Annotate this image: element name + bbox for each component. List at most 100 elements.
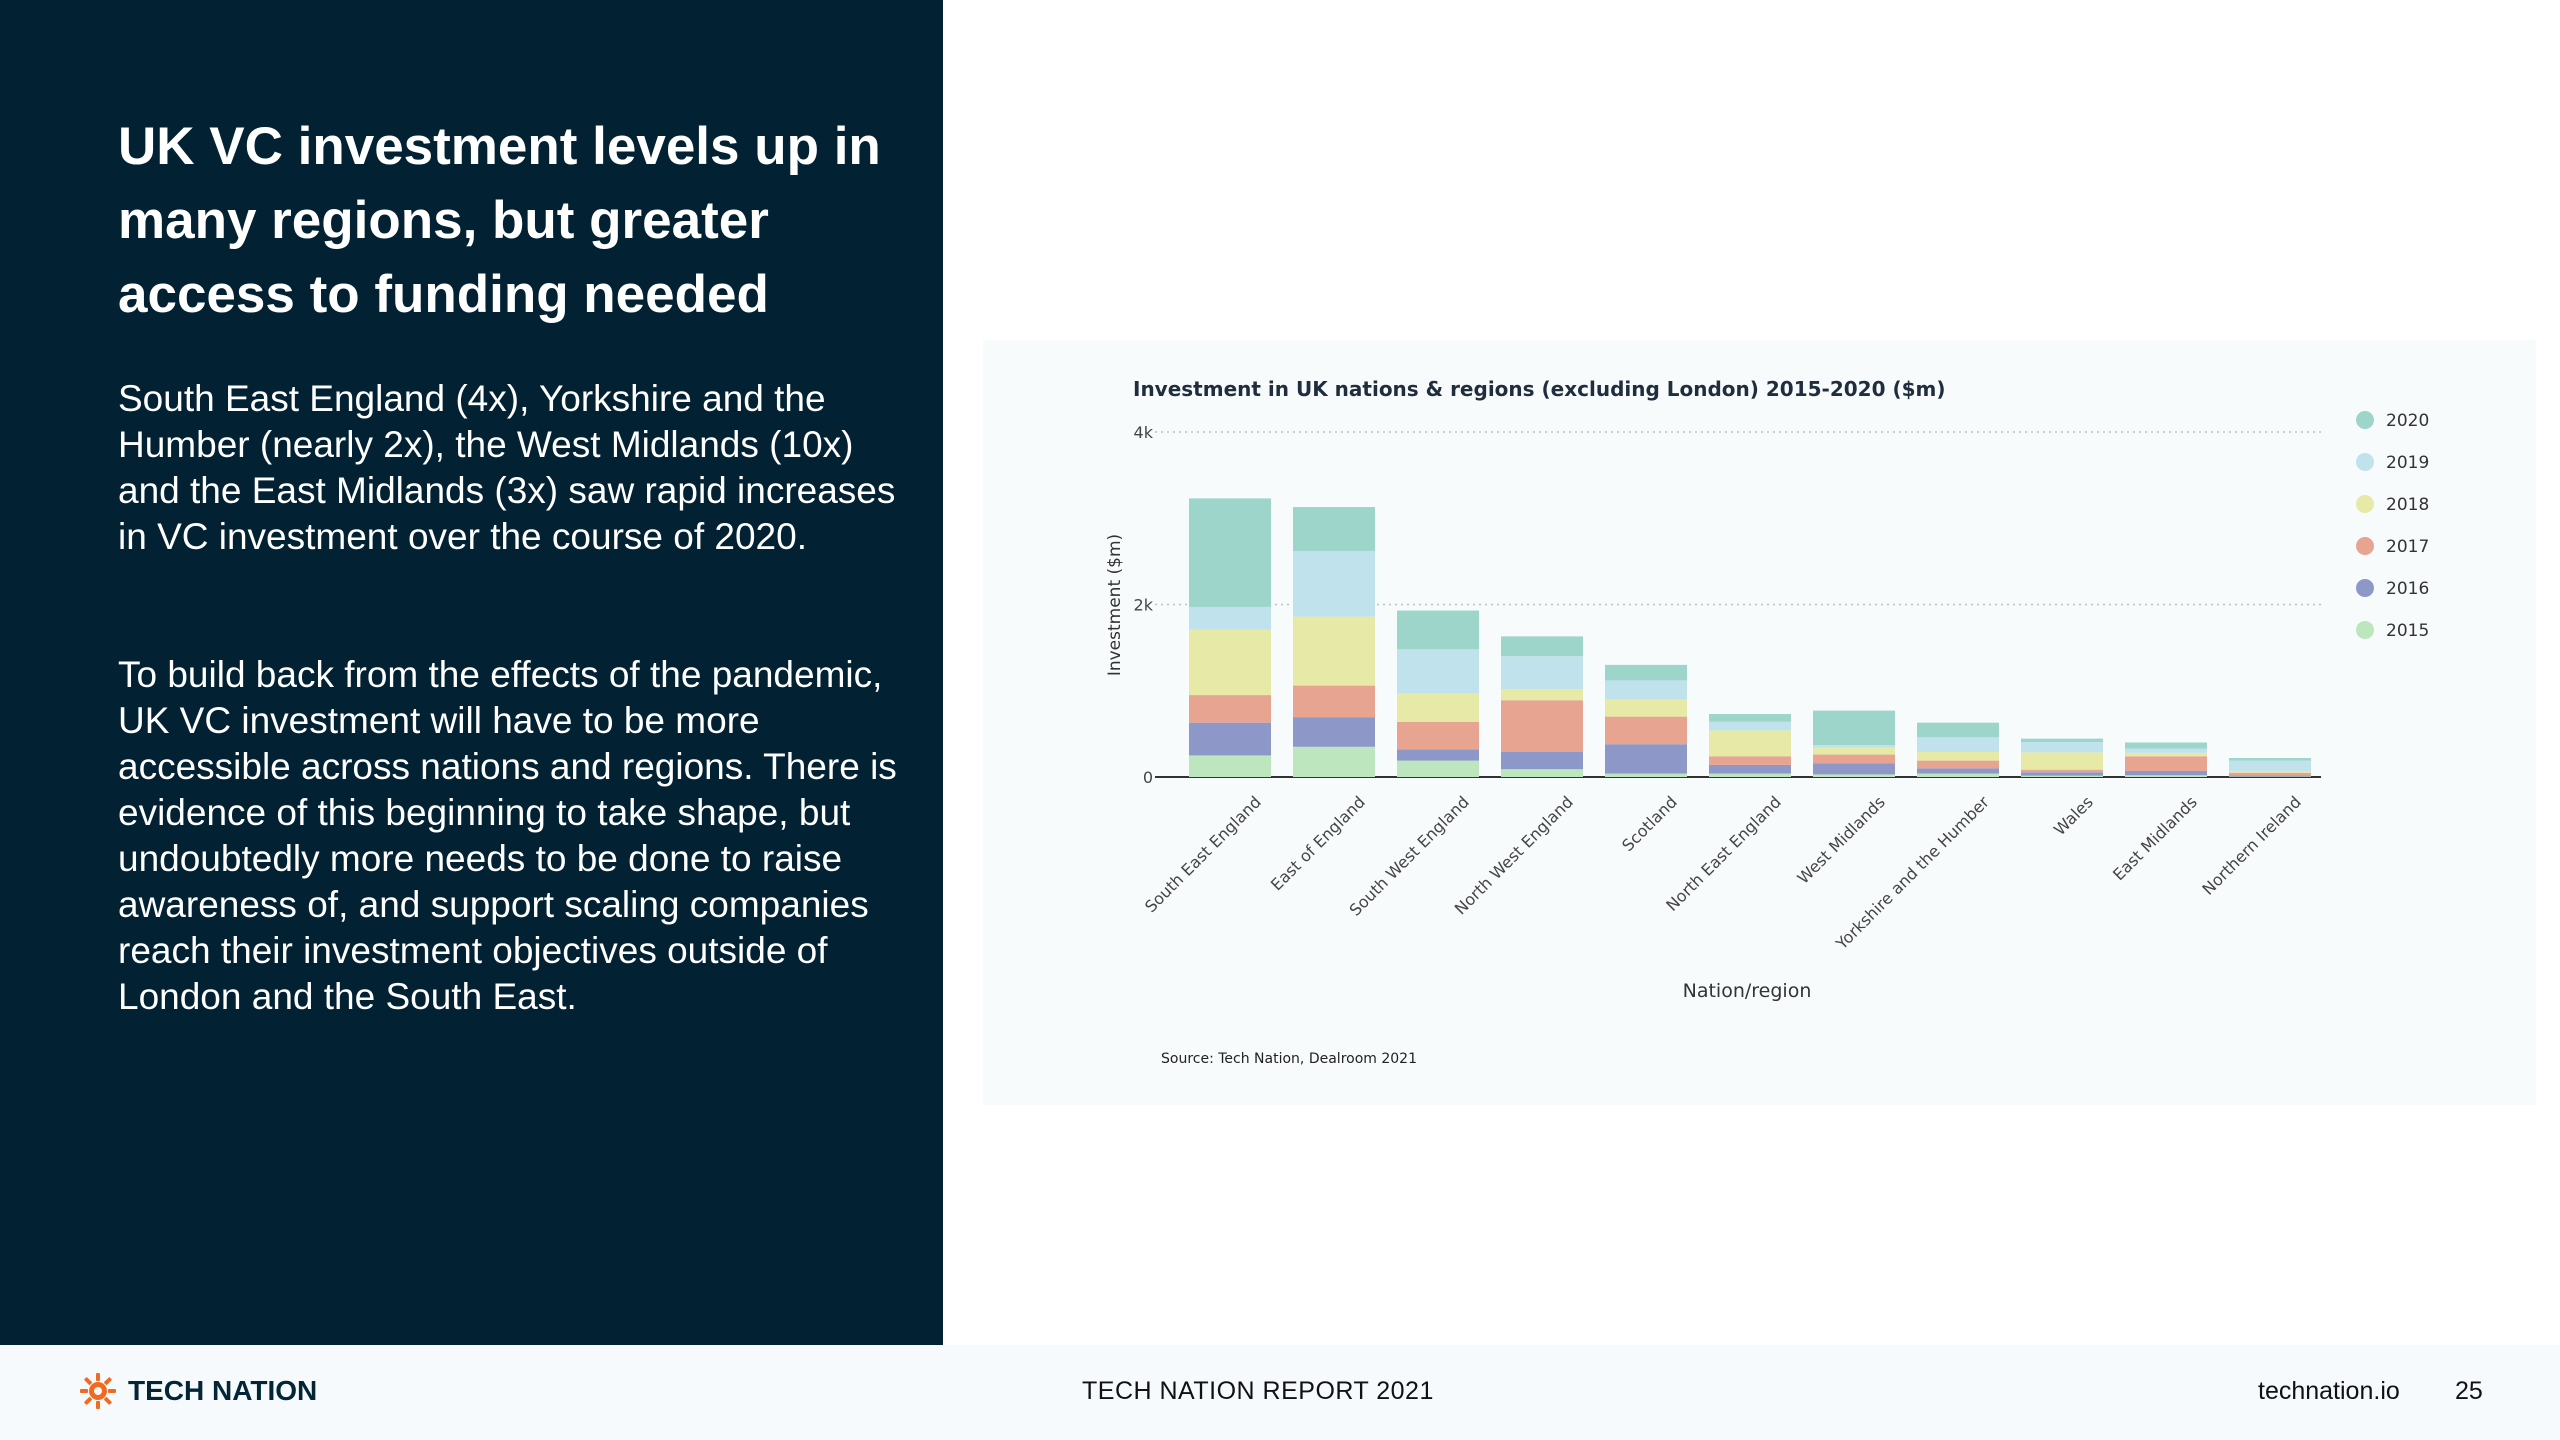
bar-segment: [2229, 770, 2311, 773]
bar-segment: [1813, 710, 1895, 746]
y-axis-label: Investment ($m): [1105, 534, 1125, 676]
bar-segment: [1189, 755, 1271, 777]
bar-segment: [1709, 756, 1791, 765]
bar-segment: [2125, 770, 2207, 776]
bar-segment: [2229, 772, 2311, 776]
bar-segment: [1501, 751, 1583, 770]
bar-segment: [1605, 664, 1687, 681]
bar-segment: [1709, 730, 1791, 757]
tech-nation-logo: TECH NATION: [78, 1365, 317, 1417]
bar-segment: [1189, 498, 1271, 608]
y-tick-label: 4k: [1134, 423, 1154, 442]
footer: TECH NATION TECH NATION REPORT 2021 tech…: [0, 1345, 2560, 1440]
bar-segment: [1605, 680, 1687, 700]
bar-segment: [1189, 629, 1271, 696]
bar-segment: [1501, 689, 1583, 701]
bar-segment: [1917, 722, 1999, 738]
bar-segment: [2021, 738, 2103, 743]
bar-segment: [1917, 760, 1999, 769]
bar-segment: [1605, 773, 1687, 777]
legend-label: 2019: [2386, 453, 2429, 473]
bar-segment: [1709, 714, 1791, 722]
legend-swatch: [2356, 495, 2374, 513]
bar-segment: [1813, 774, 1895, 777]
bar-segment: [1813, 745, 1895, 748]
bar-segment: [1917, 768, 1999, 774]
bar-segment: [1501, 636, 1583, 657]
website-url: technation.io: [2258, 1377, 2400, 1405]
y-tick-label: 0: [1143, 768, 1153, 787]
bar-segment: [1189, 695, 1271, 723]
bar-segment: [1501, 769, 1583, 777]
x-tick-label: South East England: [1141, 792, 1265, 916]
page-number: 25: [2455, 1377, 2483, 1405]
bar-segment: [1709, 773, 1791, 777]
x-tick-label: North West England: [1451, 792, 1577, 918]
logo-text: TECH NATION: [128, 1375, 318, 1406]
bar-segment: [1605, 716, 1687, 745]
bar-segment: [2229, 760, 2311, 771]
bar-segment: [1605, 744, 1687, 774]
bar-segment: [2229, 775, 2311, 777]
bar-segment: [2125, 775, 2207, 777]
bar-segment: [2021, 772, 2103, 776]
report-title: TECH NATION REPORT 2021: [1082, 1377, 1434, 1405]
bar-segment: [1501, 656, 1583, 690]
bar-segment: [1917, 737, 1999, 752]
bar-segment: [1397, 649, 1479, 694]
bar-segment: [1293, 685, 1375, 718]
body-paragraph-1: South East England (4x), Yorkshire and t…: [118, 378, 896, 557]
sun-logo-icon: [80, 1373, 116, 1409]
x-tick-label: West Midlands: [1794, 792, 1889, 887]
bar-segment: [2125, 748, 2207, 753]
bar-segment: [1189, 607, 1271, 630]
legend-swatch: [2356, 579, 2374, 597]
chart-title: Investment in UK nations & regions (excl…: [1133, 377, 1946, 401]
legend-swatch: [2356, 453, 2374, 471]
legend-swatch: [2356, 537, 2374, 555]
bar-segment: [1501, 700, 1583, 752]
bar-segment: [2021, 742, 2103, 753]
bar-segment: [2125, 756, 2207, 771]
bar-segment: [1293, 717, 1375, 747]
legend-label: 2018: [2386, 495, 2429, 515]
legend-label: 2020: [2386, 411, 2429, 431]
x-tick-label: Wales: [2050, 792, 2097, 839]
bar-segment: [2021, 752, 2103, 770]
bar-segment: [1709, 721, 1791, 731]
x-axis-label: Nation/region: [1683, 980, 1812, 1002]
bar-segment: [1709, 764, 1791, 774]
bar-segment: [1397, 749, 1479, 761]
investment-chart: Investment in UK nations & regions (excl…: [1105, 377, 2429, 1067]
bar-segment: [2125, 742, 2207, 749]
bar-segment: [1397, 721, 1479, 750]
bar-segment: [1397, 610, 1479, 650]
bar-segment: [1605, 699, 1687, 717]
x-tick-label: South West England: [1346, 792, 1473, 919]
bar-segment: [1917, 773, 1999, 777]
bar-segment: [1293, 746, 1375, 777]
chart-card: Investment in UK nations & regions (excl…: [983, 340, 2536, 1105]
bar-segment: [1189, 722, 1271, 756]
text-panel: UK VC investment levels up in many regio…: [0, 0, 943, 1345]
bar-segment: [1917, 751, 1999, 761]
x-tick-label: East of England: [1267, 792, 1369, 894]
slide-title: UK VC investment levels up in many regio…: [118, 117, 881, 324]
bar-segment: [1397, 693, 1479, 722]
chart-source: Source: Tech Nation, Dealroom 2021: [1161, 1051, 1417, 1067]
legend-label: 2015: [2386, 621, 2429, 641]
legend-label: 2017: [2386, 537, 2429, 557]
y-tick-label: 2k: [1134, 596, 1154, 615]
legend-swatch: [2356, 621, 2374, 639]
x-tick-label: East Midlands: [2109, 792, 2201, 884]
x-tick-label: North East England: [1662, 792, 1785, 915]
legend-swatch: [2356, 411, 2374, 429]
bar-segment: [1813, 763, 1895, 775]
bar-segment: [1813, 747, 1895, 755]
legend-label: 2016: [2386, 579, 2429, 599]
bar-segment: [1397, 760, 1479, 777]
body-paragraph-2: To build back from the effects of the pa…: [118, 654, 897, 1017]
bar-segment: [1293, 507, 1375, 552]
x-tick-label: Northern Ireland: [2198, 792, 2304, 898]
bar-segment: [1813, 754, 1895, 764]
